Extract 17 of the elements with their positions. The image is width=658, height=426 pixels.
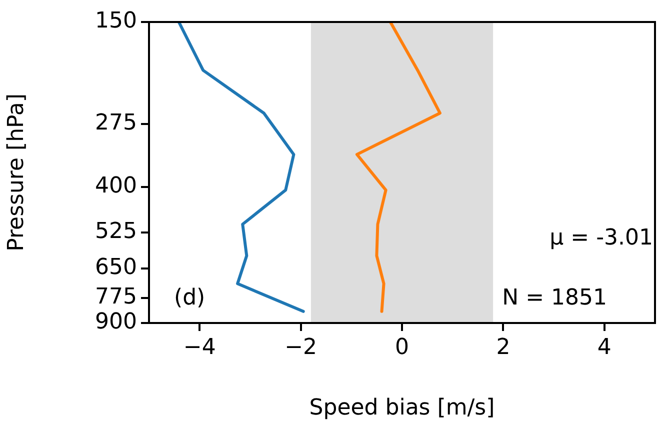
x-tick-label: 0 [395,334,409,360]
y-axis-title: Pressure [hPa] [4,94,29,252]
y-tick-label: 775 [95,284,137,310]
x-axis-title: Speed bias [m/s] [309,396,495,421]
x-tick-label: 2 [496,334,510,360]
y-tick-label: 525 [95,219,137,244]
y-tick-label: 150 [95,8,137,34]
y-tick-label: 400 [95,173,137,198]
annotation: μ = -3.01 [550,225,653,250]
y-tick-label: 900 [95,310,137,335]
y-tick-label: 275 [95,110,137,136]
annotation: (d) [174,286,206,311]
annotation: N = 1851 [502,286,607,311]
x-tick-label: 4 [597,334,612,360]
y-tick-label: 650 [95,255,137,280]
x-tick-label: −4 [183,334,216,360]
x-tick-label: −2 [284,334,318,360]
